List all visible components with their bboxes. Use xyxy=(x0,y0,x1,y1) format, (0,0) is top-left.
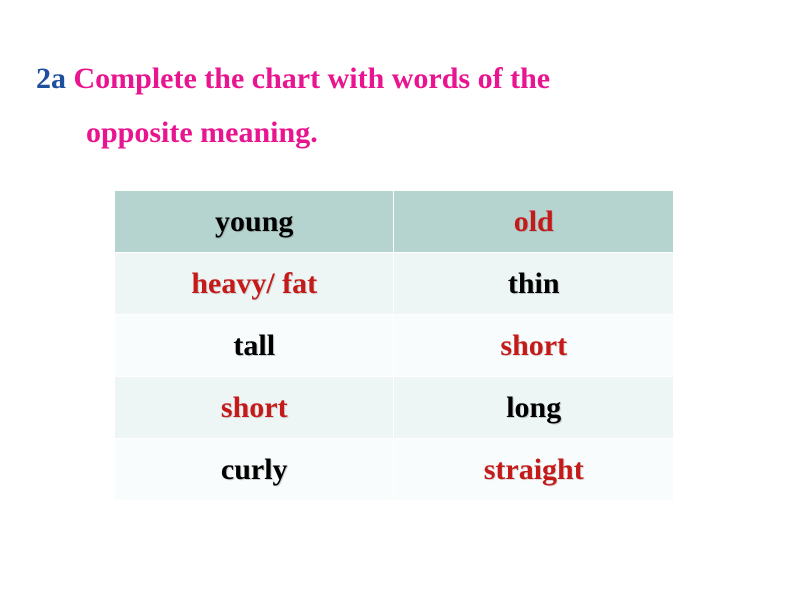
chart-cell-answer: short xyxy=(394,315,674,377)
chart-cell-given: curly xyxy=(115,439,394,501)
instruction-line2: opposite meaning. xyxy=(86,106,550,160)
instruction-block: 2a Complete the chart with words of the … xyxy=(36,52,550,160)
chart-cell-given: young xyxy=(115,191,394,253)
chart-cell-answer: old xyxy=(394,191,674,253)
chart-cell-answer: heavy/ fat xyxy=(115,253,394,315)
table-row: curly straight xyxy=(115,439,674,501)
instruction-number: 2a xyxy=(36,62,66,95)
chart-cell-answer: straight xyxy=(394,439,674,501)
table-row: tall short xyxy=(115,315,674,377)
opposites-chart: young old heavy/ fat thin tall short sho… xyxy=(114,190,674,501)
chart-cell-answer: short xyxy=(115,377,394,439)
chart-cell-given: tall xyxy=(115,315,394,377)
instruction-line1: Complete the chart with words of the xyxy=(66,62,550,95)
table-row: heavy/ fat thin xyxy=(115,253,674,315)
table-row: young old xyxy=(115,191,674,253)
chart-cell-given: long xyxy=(394,377,674,439)
chart-cell-given: thin xyxy=(394,253,674,315)
table-row: short long xyxy=(115,377,674,439)
